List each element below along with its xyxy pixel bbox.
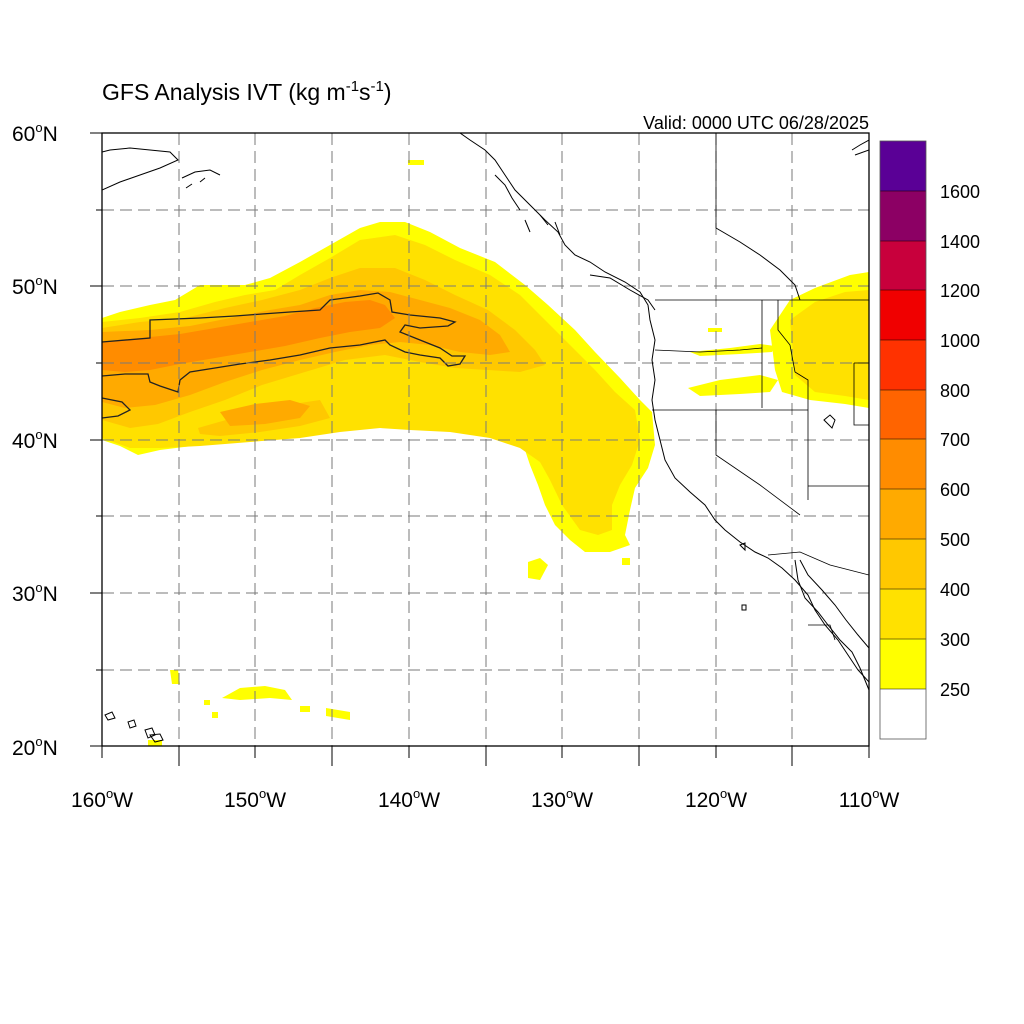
- lat-label-50: 50oN: [12, 273, 58, 299]
- nv-ut-border: [807, 410, 869, 500]
- colorbar-label: 500: [940, 530, 970, 550]
- ivt-250-blob: [170, 670, 180, 684]
- alaska-peninsula-islands: [181, 169, 221, 189]
- colorbar-bin-1000: [880, 290, 926, 340]
- lon-label-160w: 160oW: [71, 786, 133, 812]
- colorbar-bin-300: [880, 589, 926, 639]
- latitude-labels: 60oN 50oN 40oN 30oN 20oN: [12, 120, 58, 760]
- colorbar-bin-700: [880, 390, 926, 439]
- figure-title: GFS Analysis IVT (kg m-1s-1): [102, 78, 392, 105]
- colorbar: 1600 1400 1200 1000 800 700 600 500 400 …: [879, 140, 980, 740]
- ivt-250-blob: [326, 708, 350, 720]
- ivt-shading: [102, 160, 869, 746]
- colorbar-label: 250: [940, 680, 970, 700]
- colorbar-dividers: [880, 190, 926, 690]
- colorbar-labels: 1600 1400 1200 1000 800 700 600 500 400 …: [940, 182, 980, 700]
- ivt-250-blob: [204, 700, 210, 705]
- colorbar-bin-1400: [880, 191, 926, 241]
- small-island: [741, 604, 747, 611]
- ivt-500-region: [102, 290, 510, 408]
- colorbar-label: 400: [940, 580, 970, 600]
- ivt-250-blob: [688, 375, 778, 396]
- lat-label-20: 20oN: [12, 734, 58, 760]
- lon-label-130w: 130oW: [531, 786, 593, 812]
- lat-label-40: 40oN: [12, 427, 58, 453]
- ivt-300-blob: [790, 290, 869, 400]
- colorbar-label: 1000: [940, 331, 980, 351]
- lat-label-60: 60oN: [12, 120, 58, 146]
- ivt-250-blob: [408, 160, 424, 165]
- colorbar-frame: [879, 140, 927, 740]
- mexico-states: [808, 624, 836, 641]
- colorbar-bin-600: [880, 439, 926, 489]
- us-mexico-border: [767, 551, 869, 576]
- bc-mainland: [715, 227, 801, 301]
- political-borders: [652, 133, 869, 641]
- axis-ticks: [90, 132, 870, 766]
- lon-label-120w: 120oW: [685, 786, 747, 812]
- ivt-500-blob: [220, 400, 310, 426]
- ivt-contour-line: [102, 397, 132, 419]
- wy-border: [853, 362, 869, 426]
- colorbar-label: 700: [940, 430, 970, 450]
- vancouver-island: [589, 274, 656, 311]
- colorbar-bin-1600: [880, 141, 926, 191]
- small-island: [739, 542, 746, 552]
- ivt-250-blob: [300, 706, 310, 712]
- lon-label-110w: 110oW: [839, 786, 900, 812]
- ivt-250-blob: [222, 686, 292, 700]
- colorbar-bin-250: [880, 639, 926, 689]
- map-area: [102, 133, 869, 746]
- valid-time-label: Valid: 0000 UTC 06/28/2025: [643, 113, 869, 133]
- nv-border: [715, 410, 801, 516]
- coastlines: [102, 133, 869, 743]
- island-detail: [494, 174, 561, 236]
- colorbar-bin-800: [880, 340, 926, 390]
- ivt-600-region: [102, 300, 395, 372]
- ivt-250-blob: [212, 712, 218, 718]
- ivt-250-blob: [528, 558, 548, 580]
- colorbar-bin-400: [880, 539, 926, 589]
- ak-coast-north: [851, 139, 869, 156]
- ivt-contour-line: [102, 292, 467, 393]
- graticule: [102, 133, 869, 746]
- colorbar-label: 300: [940, 630, 970, 650]
- colorbar-label: 1600: [940, 182, 980, 202]
- idaho-border: [761, 300, 809, 410]
- ivt-250-blob: [708, 328, 722, 332]
- lat-label-30: 30oN: [12, 580, 58, 606]
- small-island: [823, 414, 836, 429]
- colorbar-bin-1200: [880, 241, 926, 290]
- longitude-labels: 160oW 150oW 140oW 130oW 120oW 110oW: [71, 786, 900, 812]
- lon-label-150w: 150oW: [224, 786, 286, 812]
- colorbar-bin-500: [880, 489, 926, 539]
- alaska-coast: [102, 147, 179, 191]
- lon-label-140w: 140oW: [378, 786, 440, 812]
- colorbar-label: 1200: [940, 281, 980, 301]
- colorbar-bin-below: [880, 689, 926, 739]
- baja-inner-coast: [799, 559, 869, 649]
- colorbar-label: 1400: [940, 232, 980, 252]
- wa-or-border: [654, 347, 763, 353]
- colorbar-label: 600: [940, 480, 970, 500]
- ivt-250-blob: [622, 558, 630, 565]
- hawaii: [104, 711, 164, 743]
- colorbar-label: 800: [940, 381, 970, 401]
